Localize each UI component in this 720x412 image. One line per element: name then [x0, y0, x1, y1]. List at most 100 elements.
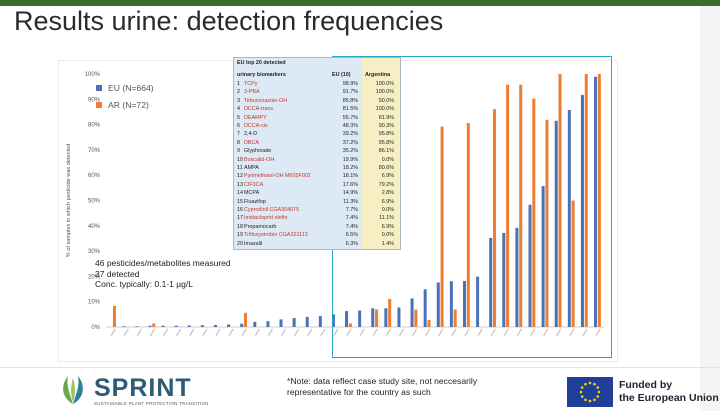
bar-eu [515, 227, 519, 327]
bar-eu [358, 310, 362, 327]
bar-eu [345, 311, 349, 327]
ar-value-cell: 100.0% [375, 81, 394, 87]
bar-eu [476, 276, 480, 327]
rank-cell: 13 [237, 181, 243, 188]
name-cell: Pyrimethanil-OH M605F002 [244, 173, 311, 180]
note-line: Conc. typically: 0.1-1 µg/L [95, 279, 193, 289]
eu-star [596, 395, 600, 398]
funding-text: Funded by the European Union [619, 379, 719, 404]
eu-star [597, 390, 601, 394]
table-row: 11 AMPA 18.2% 80.6% [234, 164, 400, 173]
x-tick-label-placeholder [516, 328, 523, 337]
eu-value-cell: 39.2% [342, 131, 358, 138]
x-tick-label-placeholder [162, 328, 169, 337]
x-tick-label-placeholder [176, 328, 182, 337]
x-tick-label-placeholder [398, 328, 405, 337]
ar-value-cell: 0.0% [381, 156, 394, 163]
rank-cell: 11 [237, 165, 243, 171]
bar-ar [375, 309, 379, 327]
bar-eu [528, 204, 532, 327]
sprint-tagline: SUSTAINABLE PLANT PROTECTION TRANSITION [94, 401, 209, 406]
eu-value-cell: 7.7% [345, 207, 358, 213]
y-tick-label: 60% [88, 173, 101, 179]
x-tick-label-placeholder [189, 328, 195, 337]
table-row: 10 Boscalid-OH 19.9% 0.0% [234, 156, 400, 165]
rank-cell: 10 [237, 156, 243, 163]
eu-value-cell: 35.2% [342, 148, 358, 155]
ar-value-cell: 0.0% [381, 207, 394, 213]
rank-cell: 4 [237, 106, 240, 113]
eu-flag-icon [567, 377, 613, 407]
top20-table: EU top 20 detected urinary biomarkers EU… [233, 57, 401, 250]
bar-ar [427, 319, 431, 327]
rank-cell: 8 [237, 139, 240, 146]
table-title-line2: urinary biomarkers [237, 72, 286, 78]
ar-value-cell: 81.9% [378, 114, 394, 121]
name-cell: 3-PBA [244, 89, 260, 96]
bar-eu [279, 319, 283, 327]
table-row: 14 MCPA 14.9% 2.8% [234, 189, 400, 198]
name-cell: DCCA-cis [244, 123, 268, 129]
x-tick-label-placeholder [385, 328, 391, 337]
table-row: 17 Imidacloprid olefin 7.4% 11.1% [234, 214, 400, 223]
ar-value-cell: 1.4% [381, 240, 394, 247]
bar-eu [397, 307, 401, 327]
x-tick-label-placeholder [556, 328, 562, 337]
bar-ar [558, 74, 562, 327]
bar-eu [174, 325, 178, 327]
ar-value-cell: 0.0% [381, 232, 394, 239]
table-row: 13 CIF3CA 17.6% 79.2% [234, 181, 400, 190]
name-cell: Tebuconazole-OH [244, 97, 288, 104]
ar-value-cell: 6.9% [381, 223, 394, 230]
y-tick-label: 90% [88, 97, 101, 103]
bar-ar [532, 98, 536, 327]
table-row: 6 DCCA-cis 48.3% 90.3% [234, 122, 400, 131]
name-cell: Imidacloprid olefin [244, 215, 288, 222]
eu-star [596, 386, 600, 389]
name-cell: Glyphosate [244, 148, 272, 155]
name-cell: MCPA [244, 190, 260, 197]
argentina-column-bg [362, 58, 400, 249]
leaf-icon [63, 376, 83, 404]
x-tick-label-placeholder [320, 328, 326, 337]
bar-ar [584, 74, 588, 327]
legend-swatch [96, 85, 102, 91]
ar-value-cell: 100.0% [375, 106, 394, 113]
bar-eu [502, 232, 506, 327]
legend-swatch [96, 102, 102, 108]
x-tick-label-placeholder [529, 328, 536, 337]
x-tick-label-placeholder [123, 328, 129, 337]
y-tick-label: 80% [88, 123, 101, 129]
legend-label: AR (N=72) [108, 100, 149, 110]
rank-cell: 16 [237, 207, 243, 213]
bar-ar [152, 323, 156, 327]
sprint-wordmark: SPRINT [94, 374, 192, 402]
x-tick-label-placeholder [280, 328, 287, 337]
bar-ar [466, 123, 470, 327]
x-tick-label-placeholder [254, 328, 260, 337]
table-row: 18 Propamocarb 7.4% 6.9% [234, 223, 400, 232]
eu-star [588, 399, 592, 403]
eu-value-cell: 14.9% [342, 190, 358, 197]
table-row: 8 DBCA 37.2% 95.8% [234, 139, 400, 148]
rank-cell: 6 [237, 123, 240, 129]
ar-value-cell: 80.6% [378, 165, 394, 171]
table-row: 5 DEAMPY 55.7% 81.9% [234, 114, 400, 123]
x-tick-label-placeholder [359, 328, 365, 337]
bar-ar [244, 312, 248, 327]
eu-value-cell: 7.4% [345, 223, 358, 230]
rank-cell: 5 [237, 114, 240, 121]
eu-value-cell: 17.6% [342, 181, 358, 188]
ar-value-cell: 11.1% [379, 215, 394, 222]
bar-eu [135, 326, 139, 327]
x-tick-label-placeholder [582, 328, 588, 337]
eu-value-cell: 81.5% [342, 106, 358, 113]
name-cell: 2,4-D [244, 131, 258, 138]
footer-divider [0, 367, 720, 368]
x-tick-label-placeholder [490, 328, 496, 337]
name-cell: DCCA-trans [244, 106, 274, 113]
x-tick-label-placeholder [543, 328, 549, 337]
eu-star [580, 395, 584, 398]
measurement-note: 46 pesticides/metabolites measured 37 de… [95, 258, 231, 290]
ar-value-cell: 6.9% [381, 198, 394, 205]
